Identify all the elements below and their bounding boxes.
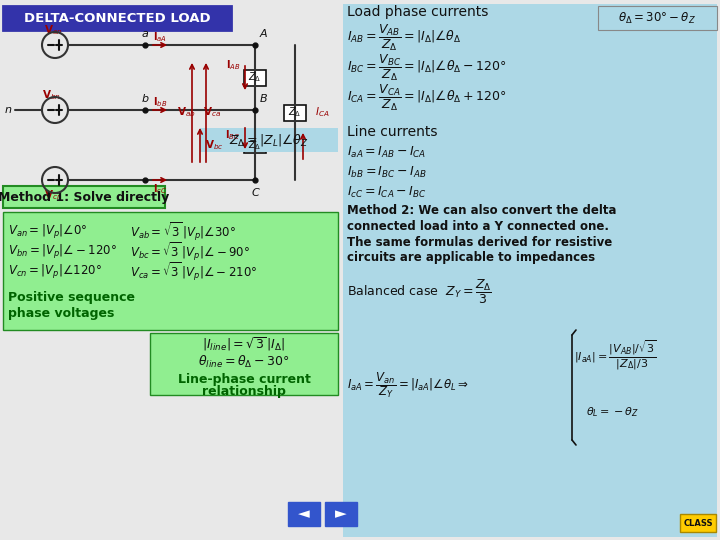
FancyBboxPatch shape xyxy=(288,502,320,526)
Text: $V_{ab} = \sqrt{3}\,|V_p|\angle 30°$: $V_{ab} = \sqrt{3}\,|V_p|\angle 30°$ xyxy=(130,221,236,244)
Text: $\mathbf{I}_{cC}$: $\mathbf{I}_{cC}$ xyxy=(153,182,167,196)
Text: connected load into a Y connected one.: connected load into a Y connected one. xyxy=(347,219,609,233)
FancyBboxPatch shape xyxy=(284,105,306,120)
Text: $\mathbf{V}_{ab}$: $\mathbf{V}_{ab}$ xyxy=(176,106,195,119)
Text: Positive sequence: Positive sequence xyxy=(8,291,135,303)
Text: The same formulas derived for resistive: The same formulas derived for resistive xyxy=(347,235,612,248)
Text: ◄: ◄ xyxy=(298,507,310,522)
FancyBboxPatch shape xyxy=(3,6,231,30)
Text: Method 1: Solve directly: Method 1: Solve directly xyxy=(0,191,170,204)
Text: $\mathbf{I}_{AB}$: $\mathbf{I}_{AB}$ xyxy=(225,59,240,72)
Text: $I_{aA} = I_{AB} - I_{CA}$: $I_{aA} = I_{AB} - I_{CA}$ xyxy=(347,144,426,159)
Text: Method 2: We can also convert the delta: Method 2: We can also convert the delta xyxy=(347,204,616,217)
Text: C: C xyxy=(251,188,259,198)
Text: $Z_\Delta = |Z_L|\angle\theta_Z$: $Z_\Delta = |Z_L|\angle\theta_Z$ xyxy=(229,132,309,148)
Text: $I_{AB} = \dfrac{V_{AB}}{Z_\Delta} = |I_\Delta|\angle\theta_\Delta$: $I_{AB} = \dfrac{V_{AB}}{Z_\Delta} = |I_… xyxy=(347,23,462,53)
Text: a: a xyxy=(142,29,148,39)
FancyBboxPatch shape xyxy=(150,333,338,395)
Text: $|I_{aA}| = \dfrac{|V_{AB}|/\sqrt{3}}{|Z_\Delta|/3}$: $|I_{aA}| = \dfrac{|V_{AB}|/\sqrt{3}}{|Z… xyxy=(574,339,657,372)
Text: $\mathbf{V}_{cr}$: $\mathbf{V}_{cr}$ xyxy=(44,188,62,202)
FancyBboxPatch shape xyxy=(3,212,338,330)
Text: $Z_\Delta$: $Z_\Delta$ xyxy=(288,106,302,119)
Text: Load phase currents: Load phase currents xyxy=(347,5,488,19)
Text: $Z_\Delta$: $Z_\Delta$ xyxy=(248,71,262,84)
Text: $I_{aA} = \dfrac{V_{an}}{Z_Y} = |I_{aA}|\angle\theta_L \Rightarrow$: $I_{aA} = \dfrac{V_{an}}{Z_Y} = |I_{aA}|… xyxy=(347,370,469,400)
Text: $I_{BC} = \dfrac{V_{BC}}{Z_\Delta} = |I_\Delta|\angle\theta_\Delta - 120°$: $I_{BC} = \dfrac{V_{BC}}{Z_\Delta} = |I_… xyxy=(347,53,506,83)
Text: B: B xyxy=(260,94,268,104)
FancyBboxPatch shape xyxy=(343,200,717,272)
FancyBboxPatch shape xyxy=(3,186,165,208)
Text: $I_{bB} = I_{BC} - I_{AB}$: $I_{bB} = I_{BC} - I_{AB}$ xyxy=(347,165,426,179)
FancyBboxPatch shape xyxy=(200,128,338,152)
Text: Balanced case  $Z_Y = \dfrac{Z_\Delta}{3}$: Balanced case $Z_Y = \dfrac{Z_\Delta}{3}… xyxy=(347,278,492,306)
Text: $\mathbf{V}_{ca}$: $\mathbf{V}_{ca}$ xyxy=(203,106,221,119)
FancyBboxPatch shape xyxy=(244,137,266,153)
Text: CLASS: CLASS xyxy=(683,518,713,528)
Text: $\mathbf{I}_{aA}$: $\mathbf{I}_{aA}$ xyxy=(153,30,167,44)
Text: $\theta_{line} = \theta_\Delta - 30°$: $\theta_{line} = \theta_\Delta - 30°$ xyxy=(198,354,289,370)
FancyBboxPatch shape xyxy=(244,70,266,85)
Text: $\mathbf{I}_{BC}$: $\mathbf{I}_{BC}$ xyxy=(225,128,240,142)
Text: n: n xyxy=(5,105,12,115)
Text: $I_{cC} = I_{CA} - I_{BC}$: $I_{cC} = I_{CA} - I_{BC}$ xyxy=(347,185,426,200)
Text: $V_{bn} = |V_p|\angle -120°$: $V_{bn} = |V_p|\angle -120°$ xyxy=(8,243,117,261)
Text: $I_{CA}$: $I_{CA}$ xyxy=(315,106,330,119)
Text: $\mathbf{V}_{bc}$: $\mathbf{V}_{bc}$ xyxy=(204,138,223,152)
Text: phase voltages: phase voltages xyxy=(8,307,114,321)
Text: $|I_{line}| = \sqrt{3}\,|I_\Delta|$: $|I_{line}| = \sqrt{3}\,|I_\Delta|$ xyxy=(202,335,286,353)
Text: $\theta_L = -\theta_Z$: $\theta_L = -\theta_Z$ xyxy=(586,405,639,419)
Text: $V_{cn} = |V_p|\angle 120°$: $V_{cn} = |V_p|\angle 120°$ xyxy=(8,263,102,281)
Text: $V_{ca} = \sqrt{3}\,|V_p|\angle -210°$: $V_{ca} = \sqrt{3}\,|V_p|\angle -210°$ xyxy=(130,261,257,284)
Text: DELTA-CONNECTED LOAD: DELTA-CONNECTED LOAD xyxy=(24,11,210,24)
Text: $\mathbf{V}_{an}$: $\mathbf{V}_{an}$ xyxy=(44,23,63,37)
Text: A: A xyxy=(260,29,268,39)
Text: relationship: relationship xyxy=(202,386,286,399)
Text: circuits are applicable to impedances: circuits are applicable to impedances xyxy=(347,252,595,265)
Text: $\theta_\Delta = 30° - \theta_Z$: $\theta_\Delta = 30° - \theta_Z$ xyxy=(618,10,696,25)
Text: $\mathbf{I}_{bB}$: $\mathbf{I}_{bB}$ xyxy=(153,95,167,109)
Text: Line currents: Line currents xyxy=(347,125,438,139)
Text: b: b xyxy=(141,94,148,104)
Text: $V_{an} = |V_p|\angle 0°$: $V_{an} = |V_p|\angle 0°$ xyxy=(8,223,87,241)
FancyBboxPatch shape xyxy=(343,4,717,537)
Text: $V_{bc} = \sqrt{3}\,|V_p|\angle -90°$: $V_{bc} = \sqrt{3}\,|V_p|\angle -90°$ xyxy=(130,241,250,264)
FancyBboxPatch shape xyxy=(325,502,357,526)
Text: Line-phase current: Line-phase current xyxy=(178,373,310,386)
FancyBboxPatch shape xyxy=(598,6,717,30)
FancyBboxPatch shape xyxy=(680,514,716,532)
Text: ►: ► xyxy=(335,507,347,522)
Text: $I_{CA} = \dfrac{V_{CA}}{Z_\Delta} = |I_\Delta|\angle\theta_\Delta + 120°$: $I_{CA} = \dfrac{V_{CA}}{Z_\Delta} = |I_… xyxy=(347,83,506,113)
Text: $\mathbf{V}_{bn}$: $\mathbf{V}_{bn}$ xyxy=(42,88,60,102)
Text: $Z_\Delta$: $Z_\Delta$ xyxy=(248,138,262,152)
